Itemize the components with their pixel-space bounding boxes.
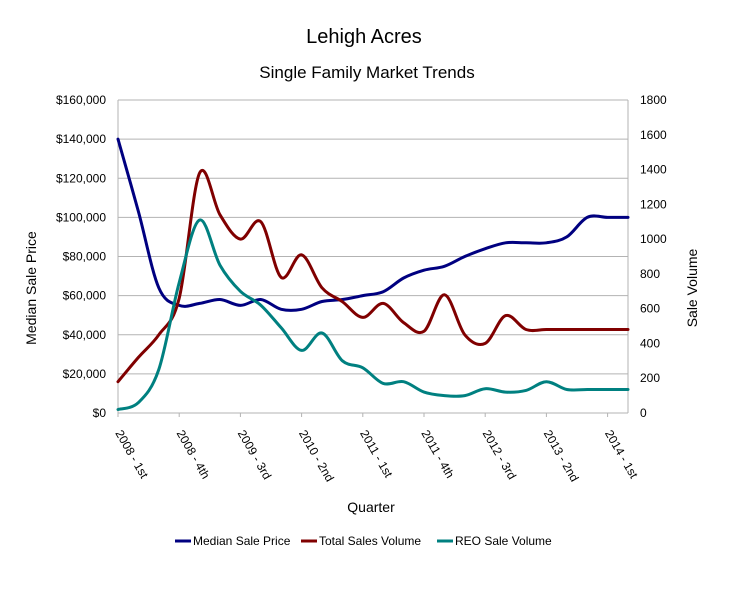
y2-tick-label: 400 — [640, 336, 660, 350]
y2-tick-label: 1000 — [640, 232, 667, 246]
y-tick-label: $60,000 — [63, 289, 107, 303]
x-axis-label: Quarter — [347, 499, 395, 515]
x-tick-label: 2010 - 2nd — [296, 428, 337, 485]
y-tick-label: $160,000 — [56, 93, 106, 107]
y2-tick-label: 800 — [640, 267, 660, 281]
y-tick-label: $80,000 — [63, 250, 107, 264]
x-tick-label: 2014 - 1st — [602, 428, 641, 482]
y-tick-label: $40,000 — [63, 328, 107, 342]
legend-label-reo-sale-volume: REO Sale Volume — [455, 534, 552, 548]
y2-tick-label: 1200 — [640, 197, 667, 211]
x-tick-label: 2008 - 4th — [174, 428, 213, 482]
y-tick-label: $100,000 — [56, 210, 106, 224]
y-tick-label: $120,000 — [56, 171, 106, 185]
y2-tick-label: 0 — [640, 406, 647, 420]
x-tick-label: 2008 - 1st — [112, 428, 151, 482]
x-tick-label: 2013 - 2nd — [541, 428, 582, 485]
series-line-reo-sale-volume — [116, 218, 630, 411]
chart-subtitle: Single Family Market Trends — [259, 63, 474, 82]
x-tick-label: 2009 - 3rd — [235, 428, 274, 482]
y2-axis-ticks: 0 200 400 600 800 1000 1200 1400 1600 1800 — [640, 93, 667, 420]
y2-tick-label: 200 — [640, 371, 660, 385]
series-lines — [116, 137, 630, 411]
x-tick-label: 2011 - 1st — [357, 428, 396, 481]
series-line-median-sale-price — [116, 137, 630, 312]
legend-label-median-sale-price: Median Sale Price — [193, 534, 291, 548]
x-axis-ticks: 2008 - 1st 2008 - 4th 2009 - 3rd 2010 - 2nd… — [112, 413, 641, 484]
series-line-total-sales-volume — [116, 168, 630, 384]
x-tick-label: 2012 - 3rd — [480, 428, 519, 482]
y2-axis-label: Sale Volume — [684, 248, 700, 327]
y2-tick-label: 1800 — [640, 93, 667, 107]
grid-lines — [117, 99, 629, 414]
legend-label-total-sales-volume: Total Sales Volume — [319, 534, 421, 548]
y-axis-ticks: $0 $20,000 $40,000 $60,000 $80,000 $100,000 $1… — [56, 93, 106, 420]
legend: Median Sale Price Total Sales Volume REO S… — [175, 534, 552, 548]
chart-title: Lehigh Acres — [306, 26, 422, 48]
y-tick-label: $20,000 — [63, 367, 107, 381]
y2-tick-label: 600 — [640, 302, 660, 316]
y2-tick-label: 1400 — [640, 163, 667, 177]
y2-tick-label: 1600 — [640, 128, 667, 142]
y-axis-label: Median Sale Price — [23, 231, 39, 345]
x-tick-label: 2011 - 4th — [418, 428, 457, 481]
y-tick-label: $0 — [93, 406, 107, 420]
y-tick-label: $140,000 — [56, 132, 106, 146]
